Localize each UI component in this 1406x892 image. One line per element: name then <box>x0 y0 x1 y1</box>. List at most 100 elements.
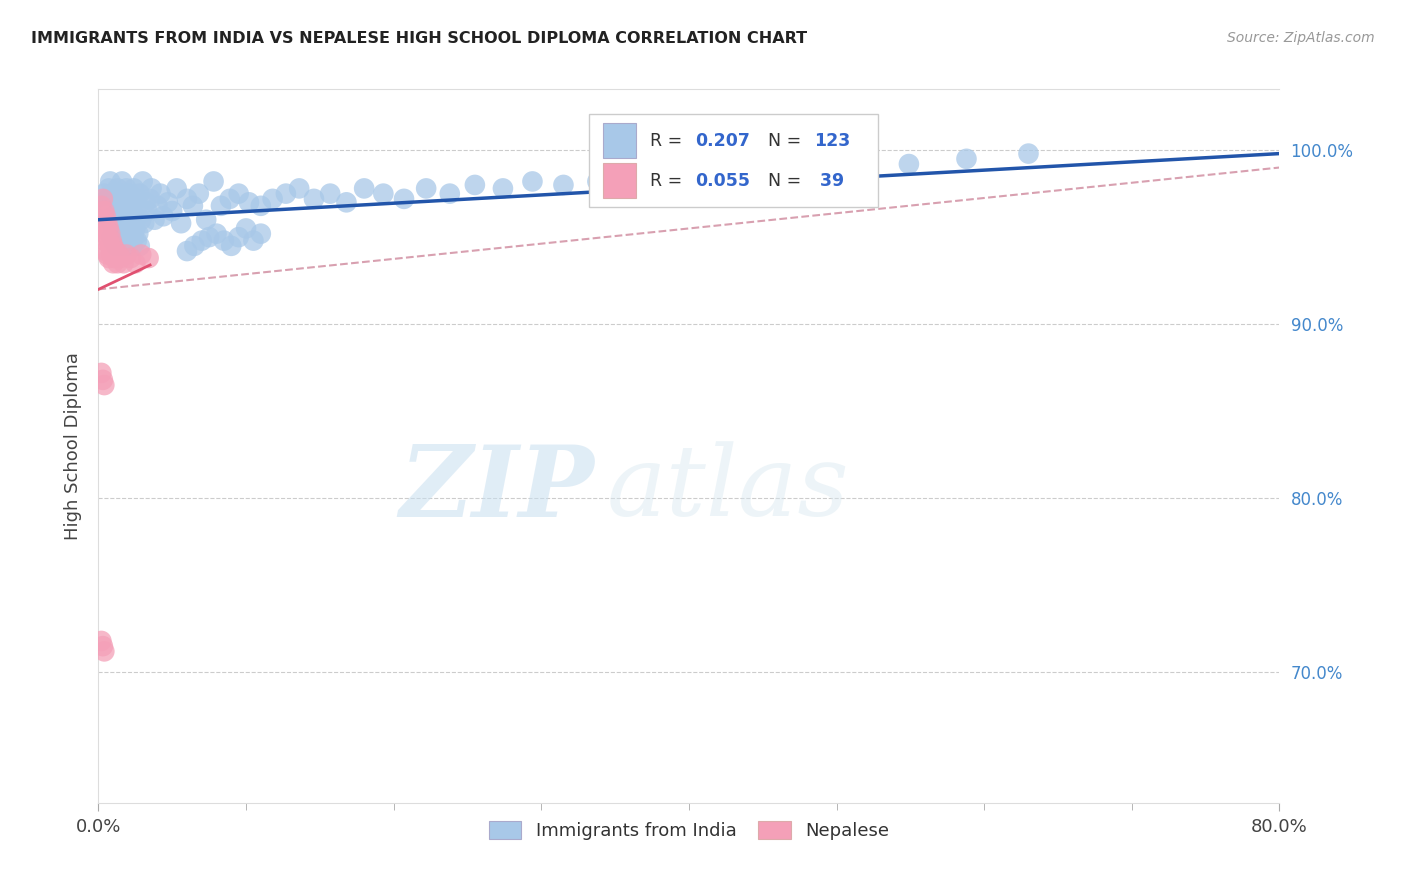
Point <box>373 186 395 201</box>
Point <box>228 186 250 201</box>
Point <box>218 192 240 206</box>
Point <box>897 157 920 171</box>
Point <box>91 373 114 387</box>
Point <box>125 234 148 248</box>
Point <box>228 230 250 244</box>
Point <box>170 216 193 230</box>
FancyBboxPatch shape <box>603 123 636 159</box>
Point <box>118 234 141 248</box>
FancyBboxPatch shape <box>589 114 877 207</box>
Text: R =: R = <box>650 132 688 150</box>
Point <box>143 212 166 227</box>
Point <box>100 230 122 244</box>
Point <box>112 234 135 248</box>
Point <box>117 212 139 227</box>
Point <box>134 216 156 230</box>
Point <box>98 227 121 241</box>
Point <box>114 204 136 219</box>
Text: IMMIGRANTS FROM INDIA VS NEPALESE HIGH SCHOOL DIPLOMA CORRELATION CHART: IMMIGRANTS FROM INDIA VS NEPALESE HIGH S… <box>31 31 807 46</box>
Text: N =: N = <box>768 171 807 189</box>
Point <box>195 212 218 227</box>
Point <box>262 192 284 206</box>
Point <box>107 256 129 270</box>
Point <box>110 239 132 253</box>
Point <box>176 192 198 206</box>
Point <box>335 195 357 210</box>
Point <box>100 216 122 230</box>
Point <box>108 192 131 206</box>
Point <box>90 221 112 235</box>
Point <box>94 209 117 223</box>
Point <box>93 234 115 248</box>
Point <box>112 195 135 210</box>
Point <box>183 239 205 253</box>
Point <box>104 251 127 265</box>
Point <box>104 221 127 235</box>
Point <box>110 251 132 265</box>
Text: R =: R = <box>650 171 688 189</box>
Point <box>90 199 112 213</box>
Point <box>108 216 131 230</box>
Point <box>111 230 134 244</box>
Point <box>111 212 134 227</box>
Point <box>198 230 221 244</box>
Point <box>103 209 125 223</box>
Point <box>464 178 486 192</box>
Point <box>112 256 135 270</box>
Point <box>250 199 273 213</box>
Point <box>100 234 122 248</box>
Point <box>90 634 112 648</box>
Point <box>187 186 209 201</box>
Text: 123: 123 <box>814 132 851 150</box>
Point <box>108 227 131 241</box>
Point <box>96 247 118 261</box>
Point <box>94 221 117 235</box>
Point <box>138 251 160 265</box>
Point <box>110 186 132 201</box>
Point <box>97 234 120 248</box>
Point <box>91 639 114 653</box>
Point <box>105 239 128 253</box>
Point <box>181 199 204 213</box>
Legend: Immigrants from India, Nepalese: Immigrants from India, Nepalese <box>482 814 896 847</box>
Text: atlas: atlas <box>606 442 849 536</box>
Point <box>120 227 142 241</box>
Point <box>110 199 132 213</box>
Point <box>91 212 114 227</box>
Point <box>115 239 138 253</box>
Point <box>122 181 145 195</box>
Point <box>103 195 125 210</box>
Point <box>98 212 121 227</box>
Point <box>238 195 260 210</box>
Point <box>104 227 127 241</box>
Point <box>221 239 243 253</box>
Point <box>107 234 129 248</box>
Point <box>107 204 129 219</box>
Point <box>844 161 866 175</box>
Point <box>156 195 179 210</box>
Point <box>129 212 152 227</box>
Point <box>522 174 544 188</box>
Point <box>111 174 134 188</box>
Point <box>242 234 264 248</box>
Point <box>135 195 157 210</box>
Point <box>122 230 145 244</box>
Point <box>105 221 128 235</box>
Point <box>117 221 139 235</box>
Text: ZIP: ZIP <box>399 441 595 537</box>
Text: 0.207: 0.207 <box>695 132 749 150</box>
Point <box>176 244 198 258</box>
Point <box>302 192 325 206</box>
Point <box>120 195 142 210</box>
Point <box>93 186 115 201</box>
Point <box>112 216 135 230</box>
Point <box>212 234 235 248</box>
Point <box>209 199 232 213</box>
Text: Source: ZipAtlas.com: Source: ZipAtlas.com <box>1227 31 1375 45</box>
Point <box>91 192 114 206</box>
Point <box>205 227 228 241</box>
Point <box>124 216 146 230</box>
Point <box>93 644 115 658</box>
Point <box>702 169 724 184</box>
Point <box>114 192 136 206</box>
